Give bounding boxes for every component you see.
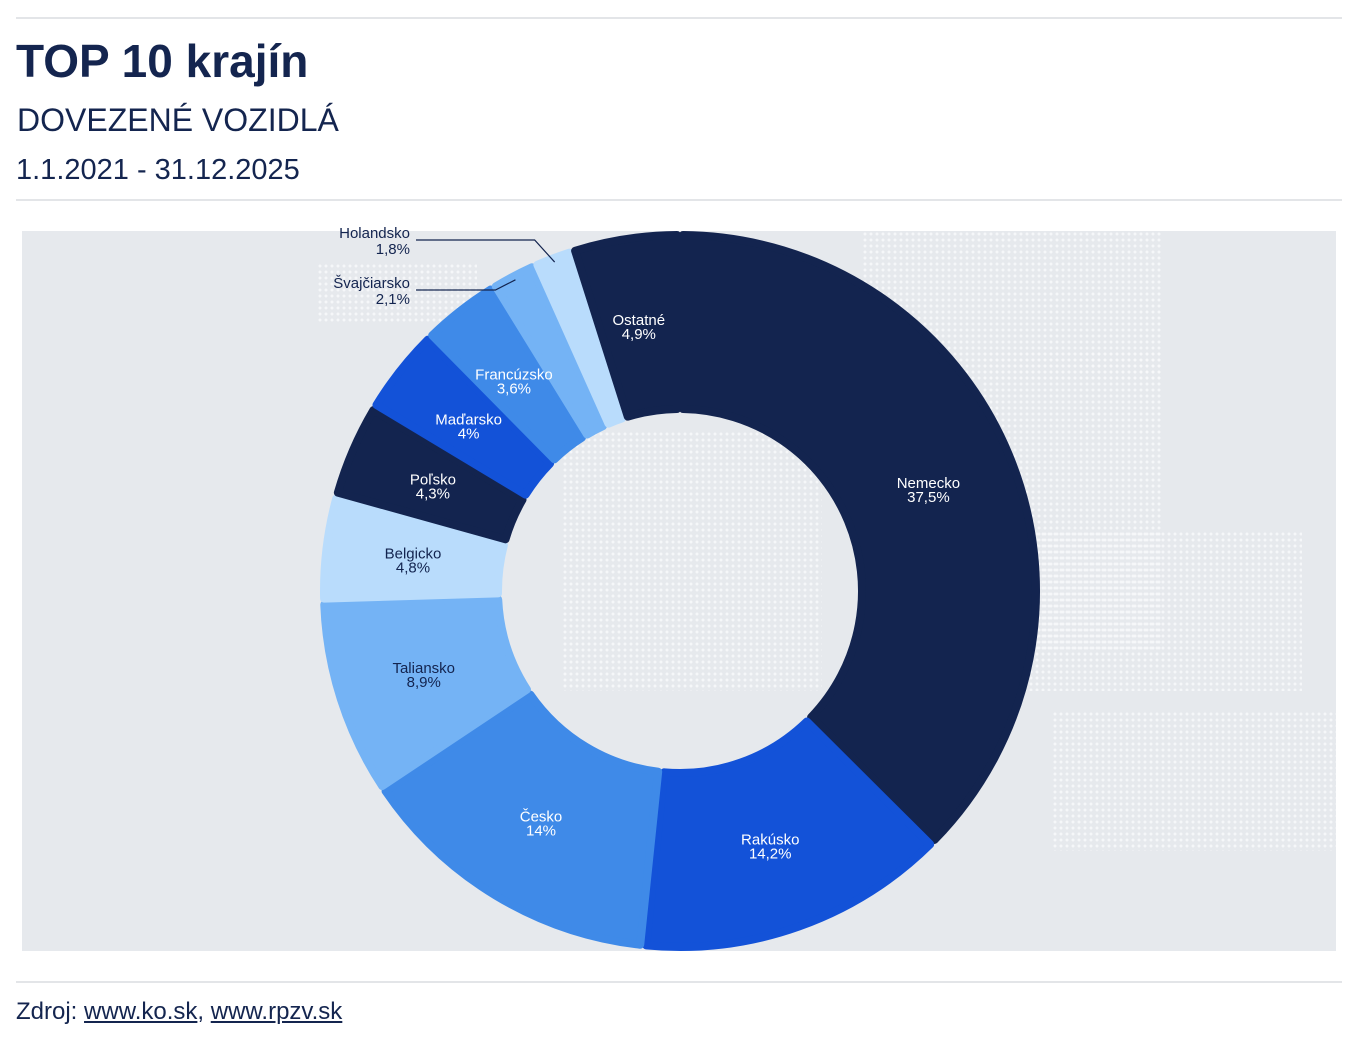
slice-maďarsko[interactable] <box>372 335 555 499</box>
date-range: 1.1.2021 - 31.12.2025 <box>16 154 300 186</box>
leader-line <box>416 279 516 291</box>
slice-value-label: 4,3% <box>416 486 450 503</box>
source-label: Zdroj: <box>16 998 78 1025</box>
slice-value-label: 4% <box>458 426 480 443</box>
source-link-rpzv[interactable]: www.rpzv.sk <box>210 998 343 1025</box>
header-divider <box>16 199 1342 201</box>
slice-česko[interactable] <box>381 690 663 949</box>
slice-taliansko[interactable] <box>320 595 531 791</box>
slice-nemecko[interactable] <box>679 231 1040 845</box>
slice-value-label: 14% <box>526 822 556 839</box>
slice-category-label: Poľsko <box>410 472 456 489</box>
slice-category-label: Holandsko <box>339 225 410 242</box>
slice-belgicko[interactable] <box>320 494 508 603</box>
slice-category-label: Nemecko <box>897 475 960 492</box>
slice-category-label: Česko <box>520 808 563 825</box>
slice-category-label: Francúzsko <box>475 366 553 383</box>
top-divider <box>16 17 1342 19</box>
slice-rakúsko[interactable] <box>642 717 935 951</box>
slice-value-label: 4,8% <box>396 560 430 577</box>
map-background <box>22 231 1336 951</box>
slice-value-label: 37,5% <box>907 489 950 506</box>
slice-category-label: Maďarsko <box>435 412 502 429</box>
slice-category-label: Belgicko <box>385 546 442 563</box>
slice-category-label: Rakúsko <box>741 831 799 848</box>
slice-ostatné[interactable] <box>571 231 681 421</box>
source-link-ko[interactable]: www.ko.sk <box>84 998 198 1025</box>
slice-value-label: 4,9% <box>622 326 656 343</box>
slice-category-label: Ostatné <box>613 312 666 329</box>
slice-value-label: 1,8% <box>376 241 410 258</box>
slice-category-label: Taliansko <box>392 660 455 677</box>
footer-divider <box>16 981 1342 983</box>
chart-title: TOP 10 krajín <box>16 35 309 87</box>
slice-holandsko[interactable] <box>533 248 627 428</box>
slice-poľsko[interactable] <box>333 406 527 544</box>
chart-subtitle: DOVEZENÉ VOZIDLÁ <box>17 102 339 138</box>
leader-line <box>416 239 556 263</box>
slice-francúzsko[interactable] <box>428 285 586 464</box>
slice-value-label: 8,9% <box>407 674 441 691</box>
slice-švajčiarsko[interactable] <box>491 263 607 439</box>
slice-value-label: 2,1% <box>376 291 410 308</box>
slice-value-label: 3,6% <box>497 380 531 397</box>
slice-category-label: Švajčiarsko <box>333 275 410 292</box>
slice-value-label: 14,2% <box>749 845 792 862</box>
source-note: Zdroj: www.ko.sk, www.rpzv.sk <box>16 998 343 1025</box>
